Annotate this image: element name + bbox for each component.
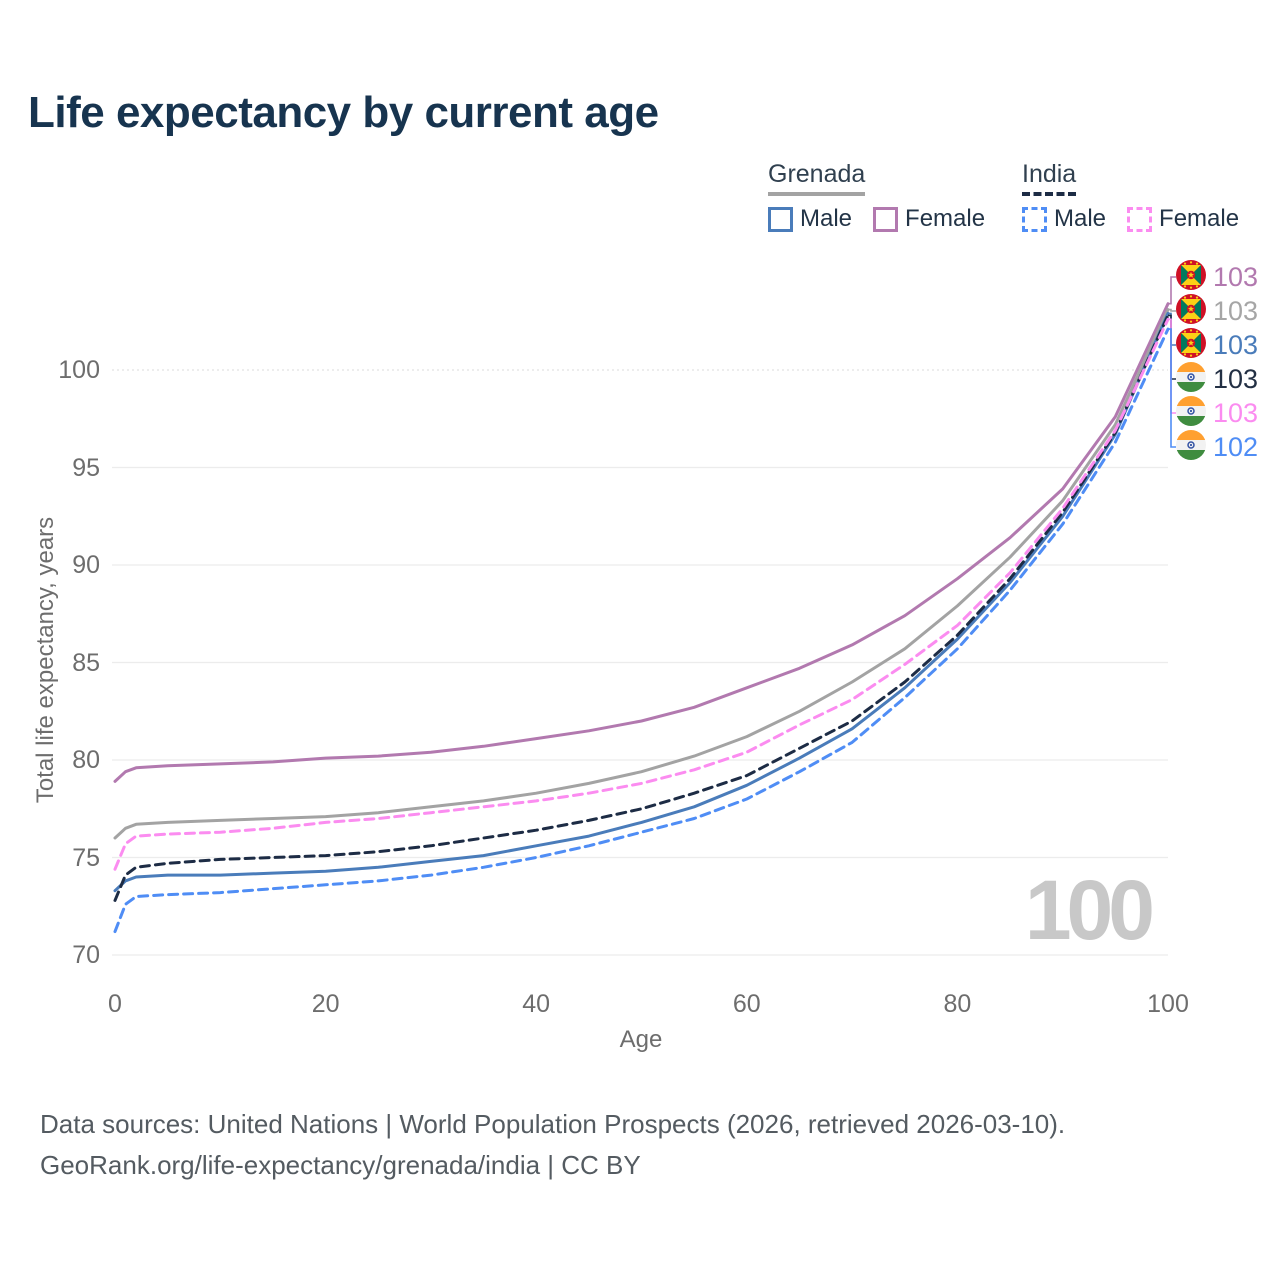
legend-group-title-india[interactable]: India — [1022, 160, 1077, 188]
end-label-row: 103 — [1176, 327, 1259, 363]
legend-row-grenada: Male Female — [768, 205, 1006, 233]
y-tick-label: 75 — [72, 843, 100, 872]
footer: Data sources: United Nations | World Pop… — [40, 1104, 1065, 1186]
legend-swatch-grenada-male[interactable] — [768, 206, 793, 232]
x-tick-label: 20 — [311, 990, 340, 1018]
legend-label-india-male[interactable]: Male — [1054, 205, 1107, 232]
end-value-label: 103 — [1213, 295, 1259, 326]
grenada-flag-icon — [1176, 259, 1206, 295]
legend-underline-grenada — [768, 192, 865, 196]
plot-area[interactable] — [0, 0, 1280, 1080]
page-title: Life expectancy by current age — [28, 88, 659, 137]
legend-swatch-grenada-female[interactable] — [873, 206, 899, 232]
legend-group-title-grenada[interactable]: Grenada — [768, 160, 866, 188]
end-label-row: 103 — [1176, 293, 1259, 329]
india-flag-icon — [1176, 429, 1206, 465]
grenada-flag-icon — [1176, 293, 1206, 329]
legend-label-india-female[interactable]: Female — [1159, 205, 1240, 232]
end-value-label: 102 — [1213, 431, 1259, 462]
end-value-label: 103 — [1213, 397, 1259, 428]
india-flag-icon — [1176, 395, 1206, 431]
y-tick-label: 70 — [72, 941, 100, 969]
legend-label-grenada-female[interactable]: Female — [905, 205, 986, 232]
end-value-label: 103 — [1213, 329, 1259, 360]
y-tick-label: 80 — [72, 746, 100, 774]
x-tick-label: 60 — [732, 990, 761, 1018]
legend-swatch-india-female[interactable] — [1127, 206, 1153, 232]
y-tick-label: 90 — [72, 551, 100, 579]
x-tick-label: 100 — [1147, 990, 1189, 1018]
age-counter-watermark: 100 — [1024, 863, 1155, 957]
x-axis-title: Age — [619, 1026, 663, 1053]
end-label-row: 103 — [1176, 395, 1259, 431]
legend-group-grenada: Grenada Male Female — [768, 160, 1006, 233]
y-axis-title: Total life expectancy, years — [32, 516, 59, 804]
end-label-row: 103 — [1176, 259, 1259, 295]
end-value-label: 103 — [1213, 261, 1259, 292]
end-label-row: 102 — [1176, 429, 1259, 465]
x-tick-label: 0 — [108, 990, 122, 1018]
legend-label-grenada-male[interactable]: Male — [800, 205, 853, 232]
grenada-flag-icon — [1176, 327, 1206, 363]
x-tick-label: 40 — [522, 990, 551, 1018]
legend-underline-india — [1022, 192, 1076, 196]
end-value-label: 103 — [1213, 363, 1259, 394]
x-tick-label: 80 — [943, 990, 972, 1018]
legend-swatch-india-male[interactable] — [1022, 206, 1047, 232]
footer-attribution-line: GeoRank.org/life-expectancy/grenada/indi… — [40, 1150, 641, 1180]
legend-row-india: Male Female — [1022, 205, 1260, 233]
y-tick-label: 85 — [72, 648, 100, 677]
y-tick-label: 95 — [72, 453, 100, 482]
india-flag-icon — [1176, 361, 1206, 397]
legend-group-india: India Male Female — [1022, 160, 1260, 233]
end-label-row: 103 — [1176, 361, 1259, 397]
y-tick-label: 100 — [58, 356, 100, 384]
footer-sources-line: Data sources: United Nations | World Pop… — [40, 1109, 1066, 1139]
